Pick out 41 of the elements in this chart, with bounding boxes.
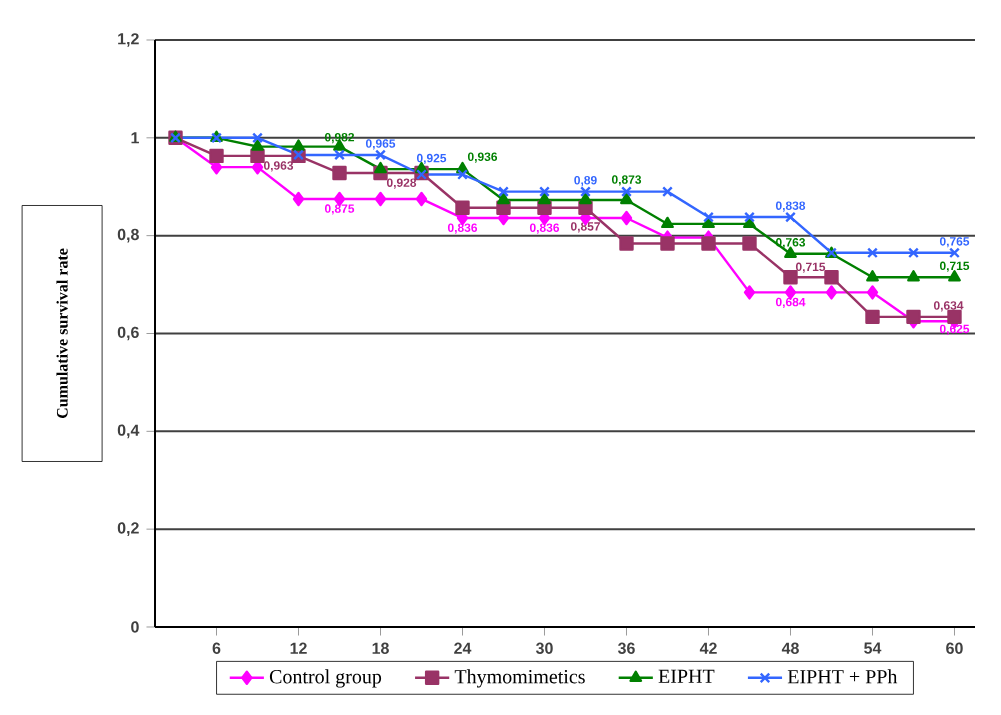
x-tick-label: 30 [535, 642, 553, 654]
data-label: 0,625 [939, 324, 970, 335]
data-label: 0,89 [574, 175, 597, 187]
data-label: 0,963 [263, 161, 294, 172]
y-tick-label: 1,2 [118, 33, 139, 47]
data-label: 0,838 [775, 201, 806, 212]
x-tick-label: 18 [372, 642, 389, 654]
data-label: 0,875 [324, 204, 355, 215]
data-label: 0,765 [939, 237, 970, 248]
y-tick-label: 1 [131, 132, 139, 144]
data-label: 0,873 [611, 175, 642, 186]
data-label: 0,936 [467, 152, 498, 163]
x-tick-label: 60 [946, 642, 963, 654]
y-tick-label: 0,8 [117, 228, 139, 243]
x-tick-label: 6 [212, 642, 221, 654]
data-label: 0,715 [939, 261, 970, 272]
legend-label: Control group [269, 669, 382, 688]
x-tick-label: 54 [864, 642, 882, 654]
data-label: 0,763 [775, 238, 806, 249]
data-label: 0,715 [795, 262, 826, 273]
y-tick-label: 0 [131, 621, 139, 633]
data-label: 0,634 [933, 301, 964, 312]
x-tick-label: 36 [617, 642, 635, 654]
x-tick-label: 24 [454, 642, 472, 654]
legend-label: Thymomimetics [454, 669, 585, 688]
legend-label: EIPHT + PPh [787, 669, 898, 684]
y-tick-label: 0,4 [117, 424, 140, 439]
data-label: 0,965 [365, 139, 396, 150]
y-axis-title: Cumulative survival rate [56, 248, 68, 419]
data-label: 0,925 [416, 153, 447, 165]
data-label: 0,857 [570, 222, 600, 233]
y-tick-label: 0,2 [117, 522, 139, 536]
data-label: 0,836 [447, 223, 478, 234]
legend-label: EIPHT [658, 669, 715, 683]
data-label: 0,684 [775, 297, 806, 309]
data-label: 0,836 [529, 223, 560, 234]
x-tick-label: 12 [290, 642, 307, 654]
y-tick-label: 0,6 [117, 326, 139, 341]
x-tick-label: 42 [699, 642, 717, 654]
data-label: 0,928 [386, 178, 417, 189]
x-tick-label: 48 [781, 642, 799, 654]
